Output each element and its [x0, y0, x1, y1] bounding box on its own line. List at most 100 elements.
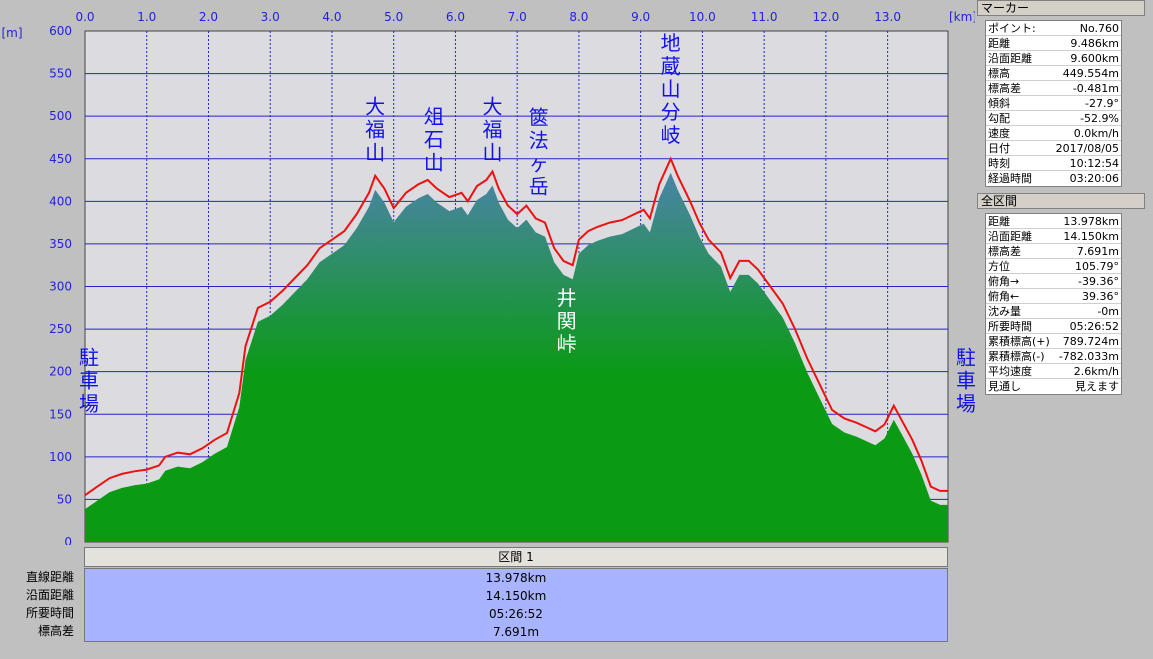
info-row-value: 05:26:52	[1069, 320, 1119, 333]
y-tick-label: 350	[49, 237, 72, 251]
info-row-value: -0.481m	[1072, 82, 1119, 95]
peak-label: 井関峠	[557, 286, 577, 356]
info-row-label: 累積標高(+)	[988, 335, 1050, 348]
peak-label-char: 山	[365, 140, 385, 164]
y-tick-label: 500	[49, 109, 72, 123]
y-tick-label: 150	[49, 407, 72, 421]
info-row: ポイント: No.760	[986, 21, 1121, 36]
info-row-value: -52.9%	[1080, 112, 1119, 125]
x-tick-label: 1.0	[137, 10, 156, 24]
info-row: 累積標高(+) 789.724m	[986, 334, 1121, 349]
info-row: 距離 13.978km	[986, 214, 1121, 229]
total-panel: 距離 13.978km 沿面距離 14.150km 標高差 7.691m 方位 105.79°…	[985, 213, 1122, 395]
segment-value: 7.691m	[492, 625, 540, 639]
info-row-value: 14.150km	[1063, 230, 1119, 243]
info-row-label: 標高	[988, 67, 1010, 80]
peak-label-char: 駐	[956, 346, 975, 370]
y-tick-label: 600	[49, 24, 72, 38]
x-tick-label: 10.0	[689, 10, 716, 24]
peak-label-char: 分	[661, 100, 681, 124]
y-tick-label: 100	[49, 450, 72, 464]
info-row: 沿面距離 14.150km	[986, 229, 1121, 244]
info-row-label: 速度	[988, 127, 1010, 140]
x-tick-label: 8.0	[569, 10, 588, 24]
marker-panel-title[interactable]: マーカー	[977, 0, 1145, 16]
x-tick-label: 7.0	[508, 10, 527, 24]
info-row-value: 9.486km	[1070, 37, 1119, 50]
peak-label: 大福山	[365, 94, 385, 164]
x-tick-label: 5.0	[384, 10, 403, 24]
info-row-label: 沿面距離	[988, 52, 1032, 65]
peak-label-char: 法	[529, 128, 549, 152]
x-tick-label: 3.0	[261, 10, 280, 24]
info-row-label: 沿面距離	[988, 230, 1032, 243]
info-row: 時刻 10:12:54	[986, 156, 1121, 171]
info-row: 速度 0.0km/h	[986, 126, 1121, 141]
info-row: 平均速度 2.6km/h	[986, 364, 1121, 379]
info-row-label: 標高差	[988, 82, 1021, 95]
peak-label-char: 福	[482, 117, 502, 141]
info-row: 経過時間 03:20:06	[986, 171, 1121, 186]
peak-label-char: 井	[557, 286, 577, 310]
peak-label-char: 大	[365, 94, 385, 118]
info-row-label: 平均速度	[988, 365, 1032, 378]
info-row: 見通し 見えます	[986, 379, 1121, 394]
info-row-label: 累積標高(-)	[988, 350, 1045, 363]
segment-labels: 直線距離 沿面距離 所要時間 標高差	[0, 568, 82, 640]
info-row-value: -0m	[1097, 305, 1119, 318]
y-tick-label: 50	[57, 492, 72, 506]
marker-panel: ポイント: No.760 距離 9.486km 沿面距離 9.600km 標高 449.554…	[985, 20, 1122, 187]
info-row-label: 方位	[988, 260, 1010, 273]
info-row: 俯角→ -39.36°	[986, 274, 1121, 289]
info-row-label: 見通し	[988, 380, 1021, 393]
x-tick-label: 0.0	[75, 10, 94, 24]
y-tick-label: 250	[49, 322, 72, 336]
info-row: 勾配 -52.9%	[986, 111, 1121, 126]
x-unit-label: [km]	[949, 10, 975, 24]
peak-label-char: 車	[956, 369, 975, 393]
info-row-value: -27.9°	[1085, 97, 1119, 110]
info-row-value: 13.978km	[1063, 215, 1119, 228]
info-row: 沿面距離 9.600km	[986, 51, 1121, 66]
info-row-label: 沈み量	[988, 305, 1021, 318]
segment-header[interactable]: 区間 1	[84, 547, 948, 567]
peak-label-char: 石	[424, 127, 444, 151]
info-row: 俯角← 39.36°	[986, 289, 1121, 304]
info-row: 沈み量 -0m	[986, 304, 1121, 319]
segment-label: 直線距離	[25, 570, 74, 584]
peak-label: 大福山	[482, 94, 502, 164]
info-row-value: 105.79°	[1075, 260, 1119, 273]
x-tick-label: 9.0	[631, 10, 650, 24]
info-row-value: 449.554m	[1062, 67, 1119, 80]
peak-label-char: 岐	[661, 123, 681, 147]
segment-values[interactable]: 13.978km 14.150km 05:26:52 7.691m	[84, 568, 948, 642]
peak-label-char: 車	[79, 369, 99, 393]
segment-label: 標高差	[37, 624, 74, 638]
x-tick-label: 12.0	[813, 10, 840, 24]
peak-label-char: 地	[661, 31, 681, 55]
y-tick-label: 300	[49, 280, 72, 294]
peak-label-char: 大	[482, 94, 502, 118]
peak-label-char: 山	[482, 140, 502, 164]
info-row-value: 見えます	[1075, 380, 1119, 393]
x-tick-label: 6.0	[446, 10, 465, 24]
y-tick-label: 550	[49, 67, 72, 81]
info-row-label: 勾配	[988, 112, 1010, 125]
info-row: 所要時間 05:26:52	[986, 319, 1121, 334]
segment-value: 13.978km	[485, 571, 547, 585]
peak-label-char: 関	[557, 309, 577, 333]
info-row-value: 9.600km	[1070, 52, 1119, 65]
x-tick-label: 13.0	[874, 10, 901, 24]
peak-label-char: 峠	[557, 332, 577, 356]
y-tick-label: 400	[49, 194, 72, 208]
info-row-label: 日付	[988, 142, 1010, 155]
info-row-label: 時刻	[988, 157, 1010, 170]
info-row-value: 0.0km/h	[1073, 127, 1119, 140]
segment-value: 05:26:52	[489, 607, 543, 621]
total-panel-title[interactable]: 全区間	[977, 193, 1145, 209]
info-row-value: 2017/08/05	[1055, 142, 1119, 155]
y-unit-label: [m]	[1, 26, 22, 40]
info-sidebar: マーカー ポイント: No.760 距離 9.486km 沿面距離 9.600km 標高 44…	[977, 0, 1153, 659]
peak-label-char: 山	[661, 77, 681, 101]
